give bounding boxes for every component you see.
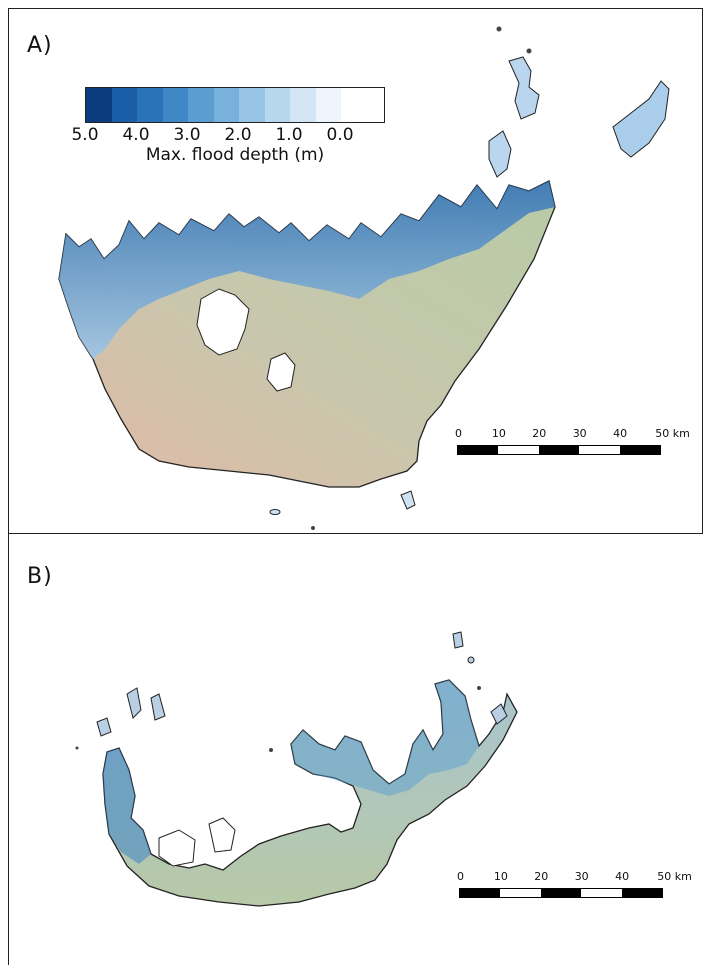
colorbar-swatch [162,88,188,122]
legend-title: Max. flood depth (m) [145,145,325,165]
colorbar-swatch [213,88,239,122]
colorbar [85,87,385,123]
scalebar-tick-label: 50 km [655,427,690,440]
scalebar-tick-label: 0 [455,427,462,440]
scalebar-segment [579,446,620,454]
colorbar-swatch [264,88,290,122]
islet-b-8 [269,748,273,752]
scalebar-tick-label: 40 [615,870,630,883]
islet-a-5 [269,509,281,515]
flood-fringe-b [103,748,151,864]
scalebar-segment [581,889,622,897]
scalebar-tick-label: 10 [493,870,508,883]
islet-a-1 [488,130,512,178]
colorbar-swatch [239,88,265,122]
scalebar-tick-label: 30 [574,870,589,883]
colorbar-swatch [290,88,316,122]
scalebar-b-bar [459,888,663,898]
colorbar-ticks: 5.0 4.0 3.0 2.0 1.0 0.0 [71,123,385,145]
scalebar-b-labels: 0 10 20 30 40 50 km [457,870,699,888]
islet-b-4 [490,703,508,725]
island-east-a [612,80,670,158]
scalebar-a-labels: 0 10 20 30 40 50 km [455,427,697,445]
scalebar-segment [621,889,662,897]
scalebar-segment [619,446,660,454]
scalebar-tick-label: 10 [491,427,506,440]
flood-depth-legend: 5.0 4.0 3.0 2.0 1.0 0.0 Max. flood depth (m) [71,87,385,165]
colorbar-swatch [188,88,214,122]
colorbar-tick-label: 3.0 [173,125,201,145]
colorbar-tick-label: 2.0 [224,125,252,145]
scalebar-tick-label: 40 [613,427,628,440]
scalebar-segment [500,889,541,897]
scalebar-a: 0 10 20 30 40 50 km [455,427,697,455]
scalebar-tick-label: 20 [532,427,547,440]
islet-a-3 [496,26,502,32]
colorbar-tick-label: 4.0 [122,125,150,145]
lake-b-1 [158,829,196,867]
islet-a-2 [400,490,416,510]
lake-b-2 [208,817,236,853]
colorbar-swatch [111,88,137,122]
colorbar-tick-label: 5.0 [71,125,99,145]
island-north-a [508,56,540,120]
scalebar-segment [538,446,580,454]
map-a [58,26,670,530]
islet-b-7 [75,746,79,750]
panel-a: A) 5.0 4.0 3.0 2.0 1.0 0.0 [8,8,703,534]
islet-a-6 [311,526,315,530]
colorbar-swatch [315,88,341,122]
islet-b-2 [150,693,166,721]
lake-a-1 [196,288,250,356]
colorbar-swatch [86,88,112,122]
islet-b-1 [126,687,142,719]
scalebar-segment [540,889,582,897]
flood-fringe-b-2 [291,680,479,796]
scalebar-segment [460,889,501,897]
panel-b-label: B) [27,564,53,589]
colorbar-tick-label: 1.0 [275,125,303,145]
islet-b-3 [96,717,112,737]
scalebar-segment [498,446,539,454]
scalebar-tick-label: 50 km [657,870,692,883]
colorbar-swatch [137,88,163,122]
scalebar-tick-label: 20 [534,870,549,883]
scalebar-tick-label: 0 [457,870,464,883]
scalebar-a-bar [457,445,661,455]
lake-a-2 [266,352,296,392]
islet-b-5 [452,631,464,649]
panel-b: B) 0 10 20 30 40 50 km [8,533,703,965]
scalebar-segment [458,446,499,454]
flood-fringe-a [59,181,555,359]
panel-a-label: A) [27,33,53,58]
islet-b-6 [467,656,475,664]
map-b [75,631,518,907]
islet-a-4 [526,48,532,54]
scalebar-b: 0 10 20 30 40 50 km [457,870,699,898]
islet-b-9 [477,686,481,690]
colorbar-tick-label: 0.0 [326,125,354,145]
scalebar-tick-label: 30 [572,427,587,440]
